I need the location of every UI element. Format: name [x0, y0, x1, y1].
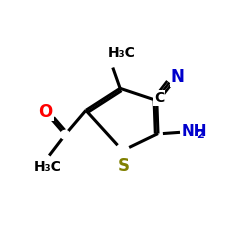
- Text: N: N: [171, 68, 184, 86]
- Text: H₃C: H₃C: [34, 160, 62, 174]
- Text: S: S: [118, 157, 130, 175]
- Text: O: O: [38, 102, 53, 120]
- Text: H₃C: H₃C: [108, 46, 135, 60]
- Text: NH: NH: [181, 124, 207, 138]
- Circle shape: [61, 130, 70, 139]
- Text: C: C: [154, 91, 164, 105]
- Text: 2: 2: [196, 130, 204, 140]
